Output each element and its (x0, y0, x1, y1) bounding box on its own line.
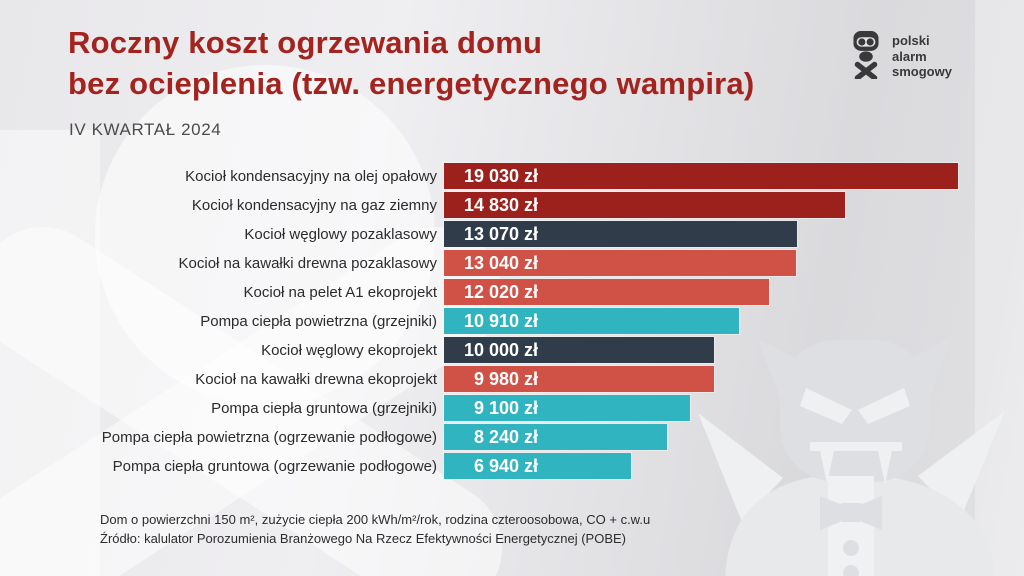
chart-row: Kocioł kondensacyjny na gaz ziemny 14 830… (0, 192, 1024, 218)
subtitle-quarter: IV KWARTAŁ 2024 (69, 120, 222, 139)
bar: 9 100 zł (444, 395, 690, 421)
background-band (975, 0, 1024, 576)
bar: 10 910 zł (444, 308, 739, 334)
brand-name-line-3: smogowy (892, 64, 952, 79)
chart-row: Pompa ciepła gruntowa (ogrzewanie podłog… (0, 453, 1024, 479)
brand-name-line-1: polski (892, 33, 930, 48)
bar-label: Pompa ciepła powietrzna (grzejniki) (200, 312, 437, 330)
bar-label: Kocioł na pelet A1 ekoprojekt (243, 283, 437, 301)
bar-value: 13 070 zł (463, 223, 538, 244)
bar-value: 6 940 zł (473, 455, 538, 476)
bar-value: 12 020 zł (463, 281, 538, 302)
chart-row: Pompa ciepła powietrzna (ogrzewanie podł… (0, 424, 1024, 450)
bar-label: Pompa ciepła gruntowa (grzejniki) (211, 399, 437, 417)
chart-row: Kocioł na kawałki drewna ekoprojekt 9 980… (0, 366, 1024, 392)
bar-value: 8 240 zł (473, 426, 538, 447)
chart-row: Kocioł węglowy ekoprojekt 10 000 zł (0, 337, 1024, 363)
bar-label: Kocioł na kawałki drewna pozaklasowy (178, 254, 437, 272)
bar: 6 940 zł (444, 453, 631, 479)
chart-row: Kocioł na kawałki drewna pozaklasowy 13 0… (0, 250, 1024, 276)
bar: 8 240 zł (444, 424, 667, 450)
bar-value: 9 980 zł (473, 368, 538, 389)
bar-value: 14 830 zł (463, 194, 538, 215)
bar-value: 10 910 zł (463, 310, 538, 331)
assumptions-note: Dom o powierzchni 150 m², zużycie ciepła… (100, 512, 651, 527)
brand-name-line-2: alarm (892, 48, 927, 64)
bar-value: 13 040 zł (463, 252, 538, 273)
bar-label: Kocioł węglowy ekoprojekt (261, 341, 437, 359)
bar: 19 030 zł (444, 163, 958, 189)
vampire-watermark-graphic (698, 336, 1005, 576)
bar-label: Kocioł na kawałki drewna ekoprojekt (195, 370, 437, 388)
chart: Kocioł kondensacyjny na olej opałowy 19 0… (0, 163, 1024, 482)
chart-row: Kocioł węglowy pozaklasowy 13 070 zł (0, 221, 1024, 247)
bar-label: Pompa ciepła gruntowa (ogrzewanie podłog… (112, 457, 437, 475)
bar-label: Kocioł kondensacyjny na gaz ziemny (191, 196, 437, 214)
bar: 13 040 zł (444, 250, 796, 276)
title-line-2: bez ocieplenia (tzw. energetycznego wamp… (68, 66, 755, 101)
brand-name: polski alarm smogowy (892, 31, 952, 80)
bar: 9 980 zł (444, 366, 714, 392)
bar-label: Kocioł węglowy pozaklasowy (244, 225, 437, 243)
page-title: Roczny koszt ogrzewania domu bez ocieplen… (68, 22, 754, 104)
skull-gas-mask-crossbones-icon (853, 31, 879, 79)
chart-row: Pompa ciepła powietrzna (grzejniki) 10 91… (0, 308, 1024, 334)
chart-row: Kocioł kondensacyjny na olej opałowy 19 0… (0, 163, 1024, 189)
bar: 14 830 zł (444, 192, 845, 218)
title-line-1: Roczny koszt ogrzewania domu (68, 25, 543, 60)
bar: 12 020 zł (444, 279, 769, 305)
chart-row: Pompa ciepła gruntowa (grzejniki) 9 100 z… (0, 395, 1024, 421)
source-note: Źródło: kalulator Porozumienia Branżoweg… (100, 531, 627, 546)
chart-row: Kocioł na pelet A1 ekoprojekt 12 020 zł (0, 279, 1024, 305)
bar: 13 070 zł (444, 221, 797, 247)
footnotes: Dom o powierzchni 150 m², zużycie ciepła… (100, 510, 650, 548)
bar-label: Pompa ciepła powietrzna (ogrzewanie podł… (101, 428, 437, 446)
bar-value: 19 030 zł (463, 165, 538, 186)
bar-label: Kocioł kondensacyjny na olej opałowy (185, 167, 437, 185)
bar-value: 10 000 zł (463, 339, 538, 360)
bar: 10 000 zł (444, 337, 714, 363)
bar-value: 9 100 zł (473, 397, 538, 418)
brand-logo: polski alarm smogowy (849, 31, 952, 80)
